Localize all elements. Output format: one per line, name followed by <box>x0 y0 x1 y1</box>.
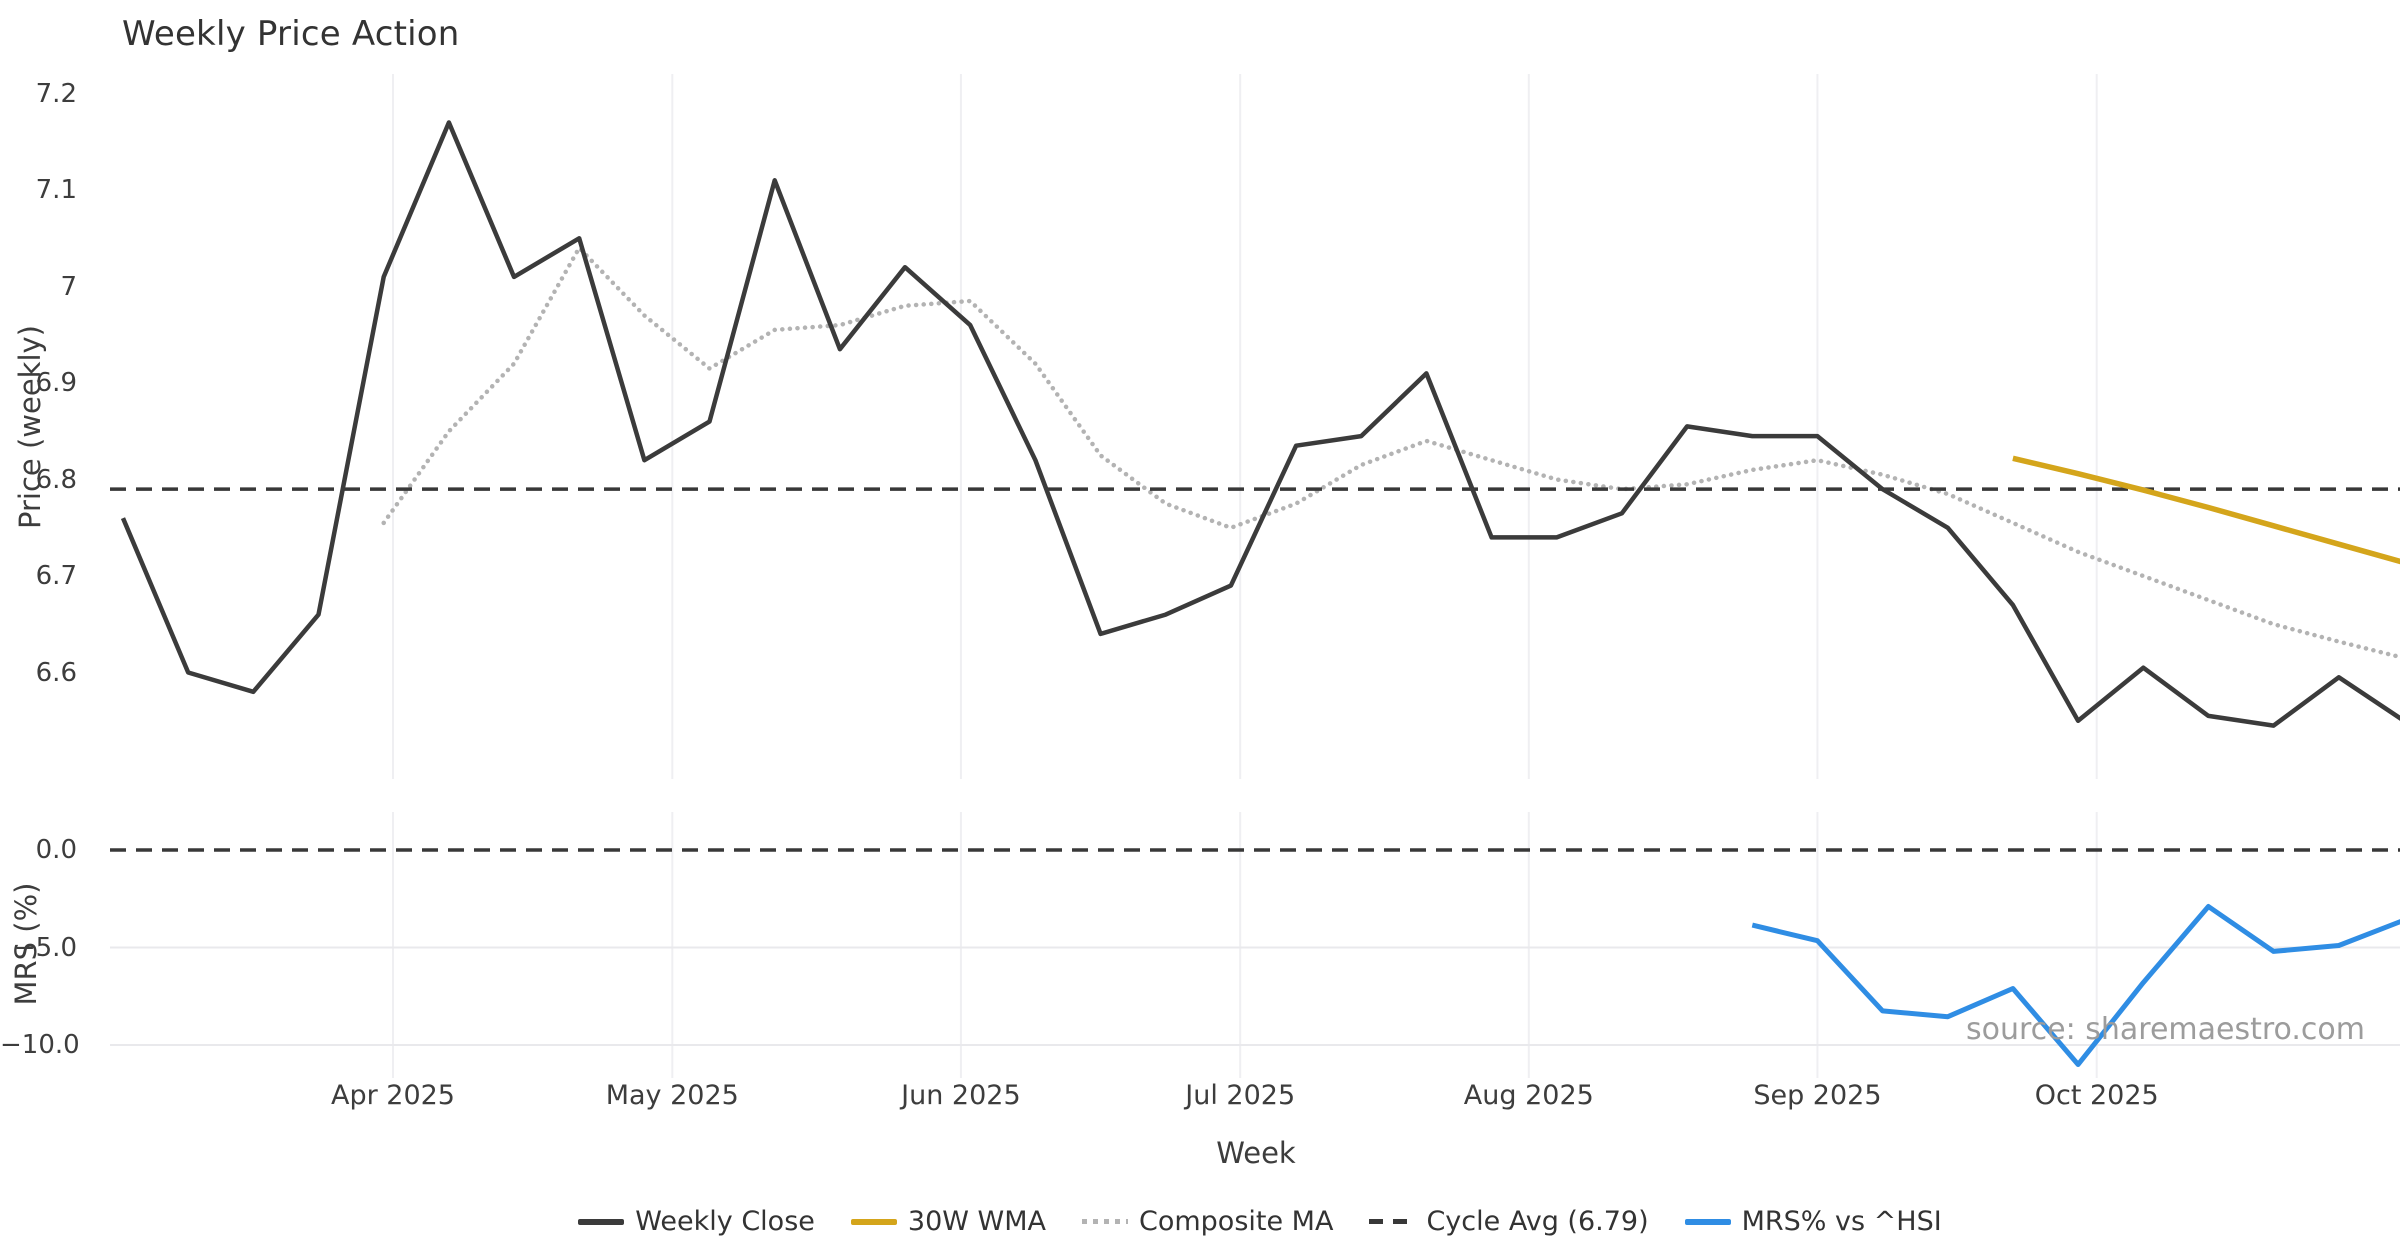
legend-label: 30W WMA <box>907 1206 1046 1237</box>
legend-swatch-solid <box>850 1218 897 1225</box>
x-tick-apr: Apr 2025 <box>330 1080 455 1111</box>
x-tick-sep: Sep 2025 <box>1753 1080 1882 1111</box>
x-tick-jun: Jun 2025 <box>901 1080 1021 1111</box>
legend-swatch-dotted <box>1082 1219 1128 1224</box>
chart-title: Weekly Price Action <box>122 14 460 54</box>
legend-swatch-solid <box>1684 1218 1731 1225</box>
legend-label: MRS% vs ^HSI <box>1741 1206 1942 1237</box>
legend-label: Cycle Avg (6.79) <box>1426 1206 1649 1237</box>
mrs-ytick-0: 0.0 <box>35 835 77 865</box>
series-line-mrs-vs-hsi <box>1751 904 2400 1067</box>
legend-swatch-solid <box>578 1218 625 1225</box>
price-ytick-7.2: 7.2 <box>35 78 77 109</box>
price-ytick-7.1: 7.1 <box>35 175 77 205</box>
price-ytick-7: 7 <box>60 271 77 302</box>
legend-label: Composite MA <box>1139 1206 1334 1237</box>
x-axis-label: Week <box>1216 1136 1296 1170</box>
price-ytick-6.6: 6.6 <box>35 657 77 688</box>
legend-item-composite-ma: Composite MA <box>1082 1206 1333 1237</box>
legend-item-mrs-vs-hsi: MRS% vs ^HSI <box>1684 1206 1942 1237</box>
mrs-ytick-1: −5.0 <box>13 932 77 963</box>
legend-item-cycle-avg-6-79-: Cycle Avg (6.79) <box>1369 1206 1649 1237</box>
series-line-weekly-close <box>120 120 2400 728</box>
legend-item-weekly-close: Weekly Close <box>578 1206 815 1237</box>
price-ytick-6.7: 6.7 <box>35 561 77 591</box>
x-tick-aug: Aug 2025 <box>1463 1080 1594 1111</box>
price-axis-label: Price (weekly) <box>13 324 47 530</box>
price-ytick-6.8: 6.8 <box>35 464 77 495</box>
x-tick-oct: Oct 2025 <box>2034 1080 2159 1111</box>
series-line-30w-wma <box>2012 455 2400 565</box>
legend-label: Weekly Close <box>635 1206 815 1237</box>
x-tick-may: May 2025 <box>605 1080 739 1111</box>
price-ytick-6.9: 6.9 <box>35 368 77 398</box>
legend-item-30w-wma: 30W WMA <box>850 1206 1046 1237</box>
legend-swatch-dashed <box>1369 1219 1416 1224</box>
mrs-ytick-2: −10.0 <box>0 1030 80 1060</box>
chart-legend: Weekly Close 30W WMA Composite MA Cycle Avg… <box>0 1206 2400 1237</box>
source-watermark: source: sharemaestro.com <box>1966 1012 2365 1047</box>
x-tick-jul: Jul 2025 <box>1185 1080 1296 1111</box>
